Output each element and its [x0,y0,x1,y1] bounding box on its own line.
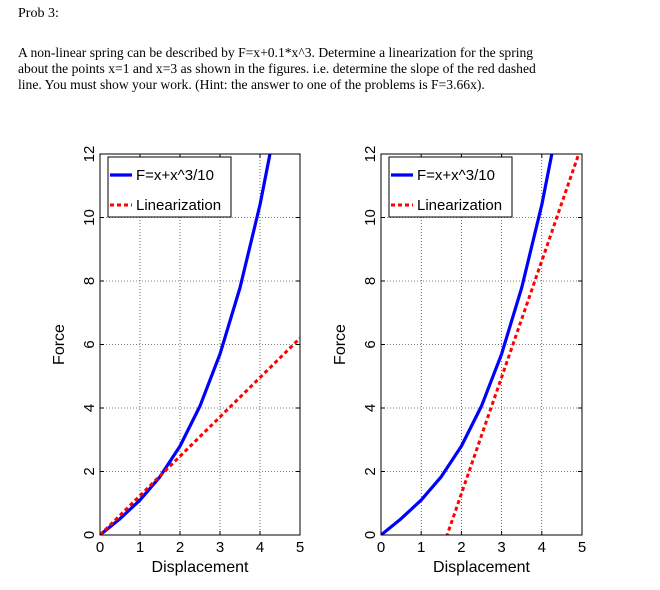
y-tick-label: 0 [81,531,98,539]
legend-box [107,156,232,218]
chart-left: 0 1 2 3 4 5024681012DisplacementForceF=x+x^3/… [51,146,304,576]
x-tick-label: 0 [96,539,104,556]
y-tick-label: 12 [81,146,98,163]
y-tick-label: 4 [362,404,379,412]
legend-label: F=x+x^3/10 [136,167,214,184]
y-tick-label: 6 [81,340,98,348]
legend-label: Linearization [417,197,502,214]
x-tick-label: 3 [497,539,505,556]
chart-right: 0 1 2 3 4 5024681012DisplacementForceF=x+x^3/… [332,146,586,576]
y-tick-label: 8 [362,277,379,285]
x-tick-label: 2 [176,539,184,556]
x-axis-label: Displacement [152,559,249,576]
problem-line-2: about the points x=1 and x=3 as shown in… [18,61,536,76]
problem-statement: A non-linear spring can be described by … [18,45,643,93]
legend-label: Linearization [136,197,221,214]
problem-line-1: A non-linear spring can be described by … [18,45,534,60]
series-curve-line [381,154,554,535]
y-tick-label: 4 [81,404,98,412]
y-axis-label: Force [51,324,68,365]
x-tick-label: 5 [578,539,586,556]
y-tick-label: 10 [81,209,98,226]
problem-line-3: line. You must show your work. (Hint: th… [18,77,485,92]
y-tick-label: 12 [362,146,379,163]
x-tick-label: 0 [377,539,385,556]
y-tick-label: 2 [81,467,98,475]
x-tick-label: 1 [136,539,144,556]
y-tick-label: 6 [362,340,379,348]
legend-box [388,156,513,218]
problem-title: Prob 3: [18,6,59,21]
series-linearization-line [100,337,300,535]
x-tick-label: 3 [216,539,224,556]
x-tick-label: 4 [538,539,546,556]
y-tick-label: 10 [362,209,379,226]
series-curve-line [100,154,272,535]
x-tick-label: 5 [296,539,304,556]
series-linearization-line [445,154,581,535]
legend: F=x+x^3/10 Linearization [388,156,513,218]
y-tick-label: 8 [81,277,98,285]
x-axis-label: Displacement [433,559,530,576]
x-tick-label: 1 [417,539,425,556]
legend: F=x+x^3/10 Linearization [107,156,232,218]
legend-label: F=x+x^3/10 [417,167,495,184]
y-tick-label: 0 [362,531,379,539]
y-axis-label: Force [332,324,349,365]
x-tick-label: 2 [457,539,465,556]
y-tick-label: 2 [362,467,379,475]
x-tick-label: 4 [256,539,264,556]
